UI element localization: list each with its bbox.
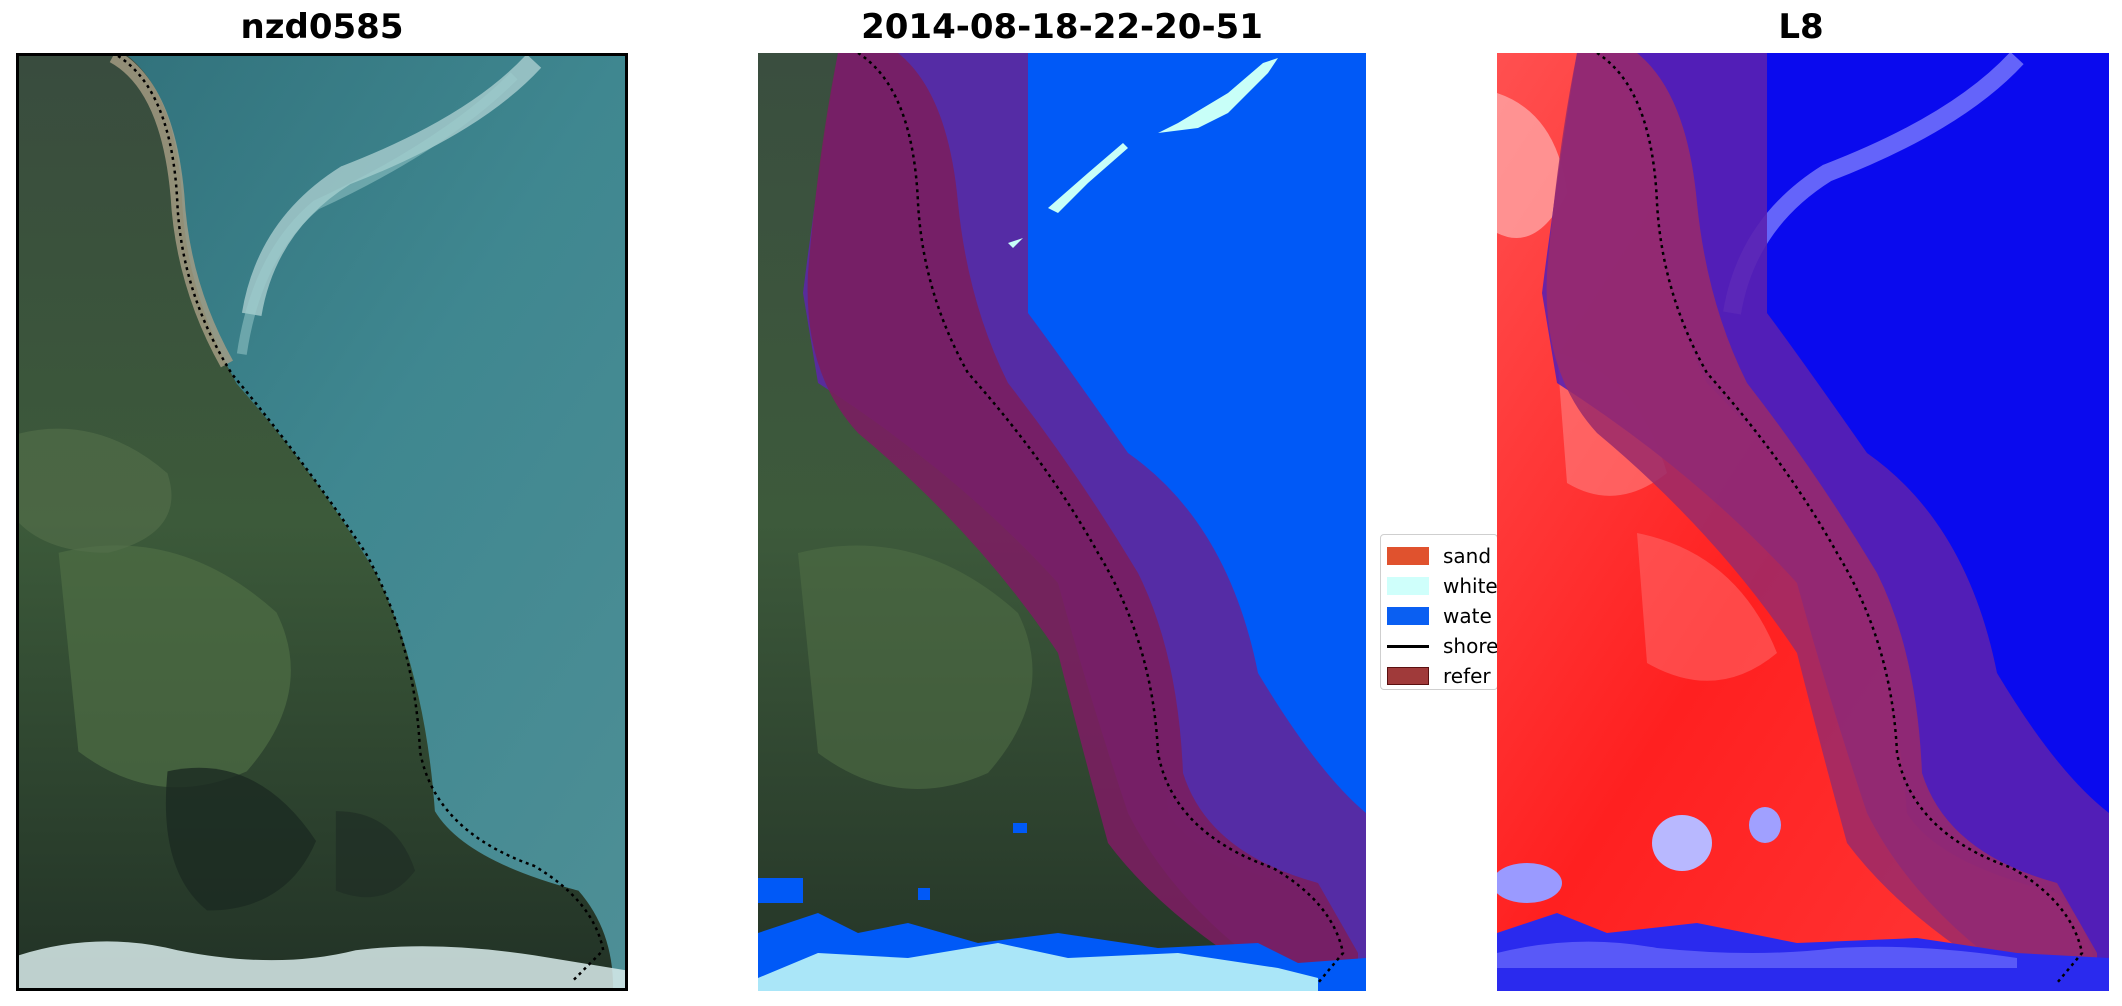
shoreline-line [117,56,605,981]
legend-item-whitewater: white [1387,573,1498,599]
legend: sand white wate shore refer [1380,534,1498,690]
legend-label-shoreline: shore [1443,634,1498,658]
legend-swatch-whitewater [1387,577,1429,595]
legend-line-shoreline [1387,644,1429,648]
classified-image-panel [758,53,1366,991]
panel-title-classified: 2014-08-18-22-20-51 [861,7,1263,47]
legend-swatch-water [1387,607,1429,625]
legend-label-sand: sand [1443,544,1492,568]
panel-title-rgb: nzd0585 [240,7,404,47]
legend-label-whitewater: white [1443,574,1498,598]
legend-label-reference: refer [1443,664,1491,688]
rgb-image-panel [16,53,628,991]
classified-image [758,53,1366,991]
legend-item-shoreline: shore [1387,633,1498,659]
panel-title-mndwi: L8 [1778,7,1824,47]
legend-item-water: wate [1387,603,1492,629]
mndwi-image-panel [1497,53,2109,991]
legend-item-reference: refer [1387,663,1491,689]
legend-swatch-reference [1387,667,1429,685]
rgb-satellite-image [19,56,625,988]
legend-swatch-sand [1387,547,1429,565]
mndwi-image [1497,53,2109,991]
legend-label-water: wate [1443,604,1492,628]
legend-item-sand: sand [1387,543,1491,569]
